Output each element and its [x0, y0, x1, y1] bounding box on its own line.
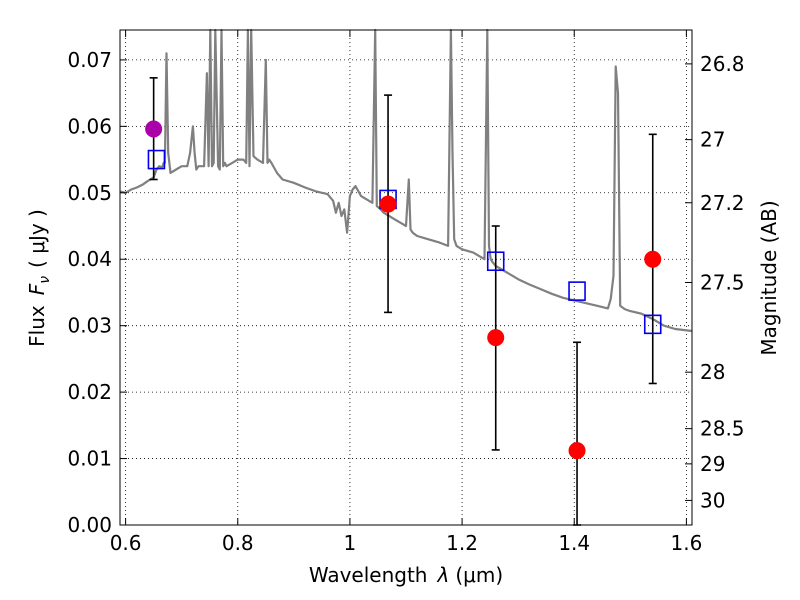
observed-flux-marker	[145, 120, 163, 138]
y2-tick-label: 26.8	[700, 52, 745, 76]
x-axis-label-unit: (μm)	[455, 563, 503, 587]
x-tick-label: 0.6	[110, 531, 142, 555]
y2-tick-label: 28.5	[700, 417, 745, 441]
x-tick-label: 1.6	[670, 531, 702, 555]
model-photometry-marker	[568, 281, 586, 301]
y-axis-label: Flux Fν ( μJy )	[25, 209, 53, 347]
x-tick-label: 1.2	[446, 531, 478, 555]
y-tick-label: 0.05	[67, 181, 112, 205]
y2-tick-label: 27.2	[700, 191, 745, 215]
y2-axis-ticks: 26.8 27 27.2 27.5 28 28.5 29 30	[685, 52, 745, 512]
y-tick-label: 0.02	[67, 380, 112, 404]
model-photometry-marker	[643, 314, 662, 335]
y-tick-label: 0.06	[67, 114, 112, 138]
x-axis-ticks: 0.6 0.8 1 1.2 1.4 1.6	[110, 30, 702, 555]
observed-flux-marker	[568, 442, 586, 460]
y-axis-label-unit: ( μJy )	[25, 209, 49, 268]
y-tick-label: 0.03	[67, 314, 112, 338]
x-axis-label: Wavelength λ (μm)	[309, 563, 503, 587]
y2-tick-label: 28	[700, 360, 725, 384]
x-axis-label-symbol: λ	[437, 563, 450, 587]
model-spectrum-layer	[119, 28, 693, 333]
y-axis-label-text: Flux	[25, 305, 49, 347]
x-tick-label: 1	[344, 531, 357, 555]
model-photometry-marker	[486, 251, 505, 272]
y-tick-label: 0.00	[67, 513, 112, 537]
y-tick-label: 0.07	[67, 48, 112, 72]
model-photometry-marker	[147, 149, 166, 170]
model-spectrum-line	[119, 28, 693, 333]
x-tick-label: 1.4	[558, 531, 590, 555]
observed-flux-marker	[644, 250, 662, 268]
y2-tick-label: 27.5	[700, 270, 745, 294]
plot-frame	[119, 29, 693, 526]
y-axis-label-subscript: ν	[37, 276, 53, 284]
observed-flux-marker	[379, 195, 397, 213]
y2-tick-label: 29	[700, 452, 725, 476]
markers-layer	[145, 120, 662, 460]
y-axis-label-symbol: F	[25, 283, 49, 295]
y-tick-label: 0.04	[67, 247, 112, 271]
y2-tick-label: 27	[700, 128, 725, 152]
x-axis-label-text: Wavelength	[309, 563, 428, 587]
y-tick-label: 0.01	[67, 447, 112, 471]
y2-tick-label: 30	[700, 488, 725, 512]
observed-flux-marker	[487, 329, 505, 347]
x-tick-label: 0.8	[222, 531, 254, 555]
y-axis-ticks: 0.00 0.01 0.02 0.03 0.04 0.05 0.06 0.07	[67, 48, 127, 537]
y2-axis-label: Magnitude (AB)	[757, 200, 781, 355]
